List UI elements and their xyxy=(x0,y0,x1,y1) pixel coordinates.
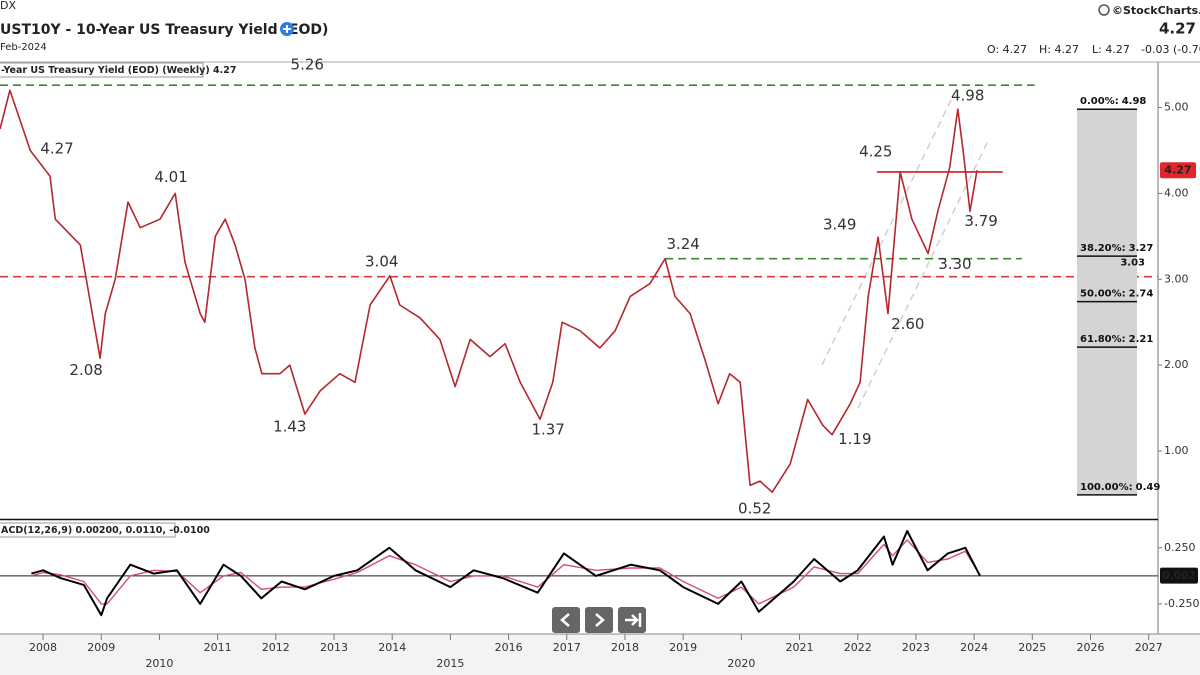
chart-title: UST10Y - 10-Year US Treasury Yield (EOD) xyxy=(0,22,328,38)
annotation: 3.24 xyxy=(666,235,699,253)
fib-percent: 50.00%: xyxy=(1080,289,1126,300)
fib-label: 61.80%: 2.21 xyxy=(1080,334,1153,345)
x-tick-label: 2014 xyxy=(378,641,406,654)
annotation: 5.26 xyxy=(291,56,324,74)
price-plot xyxy=(0,84,1158,496)
nav-next[interactable] xyxy=(585,607,613,633)
x-tick-label: 2015 xyxy=(436,657,464,670)
x-tick-label: 2018 xyxy=(611,641,639,654)
last-value-box xyxy=(1160,567,1198,584)
channel-line xyxy=(857,142,988,409)
macd-plot xyxy=(0,530,1158,617)
price-legend: -Year US Treasury Yield (EOD) (Weekly) 4… xyxy=(1,65,236,76)
x-tick-label: 2008 xyxy=(29,641,57,654)
x-tick-label: 2017 xyxy=(553,641,581,654)
reference-label: 3.03 xyxy=(1120,258,1145,269)
price-legend-box xyxy=(0,62,204,78)
fib-label: 100.00%: 0.49 xyxy=(1080,482,1160,493)
fib-percent: 100.00%: xyxy=(1080,482,1133,493)
ohlc-high: H: 4.27 xyxy=(1039,43,1079,56)
macd-legend: ACD(12,26,9) 0.00200, 0.0110, -0.0100 xyxy=(1,525,210,536)
annotation: 4.01 xyxy=(154,168,187,186)
x-tick-label: 2019 xyxy=(669,641,697,654)
last-value-label: 4.27 xyxy=(1164,164,1191,177)
x-tick-label: 2021 xyxy=(786,641,814,654)
y-tick-label: 0.250 xyxy=(1164,541,1196,554)
nav-end-icon xyxy=(625,613,642,627)
fib-value: 2.21 xyxy=(1129,334,1154,345)
x-tick-label: 2026 xyxy=(1076,641,1104,654)
y-tick-label: 1.00 xyxy=(1164,444,1189,457)
x-tick-label: 2010 xyxy=(145,657,173,670)
fib-percent: 61.80%: xyxy=(1080,334,1126,345)
annotation: 4.98 xyxy=(951,87,984,105)
nav-next-icon xyxy=(595,613,605,627)
ohlc-open: O: 4.27 xyxy=(987,43,1027,56)
ohlc-low: L: 4.27 xyxy=(1092,43,1130,56)
fib-label: 38.20%: 3.27 xyxy=(1080,243,1153,254)
annotation: 3.49 xyxy=(823,216,856,234)
header-bg xyxy=(0,0,1200,62)
brand: ©StockCharts.co xyxy=(1112,4,1200,17)
y-tick-label: 4.00 xyxy=(1164,186,1189,199)
annotation: 4.25 xyxy=(859,142,892,160)
x-axis-bg xyxy=(0,634,1200,675)
x-tick-label: 2012 xyxy=(262,641,290,654)
brand-logo xyxy=(1098,4,1110,16)
y-tick-label: -0.250 xyxy=(1164,597,1199,610)
last-price: 4.27 xyxy=(1159,20,1196,38)
fib-value: 3.27 xyxy=(1129,243,1154,254)
channel-line xyxy=(821,91,956,366)
annotation: 1.19 xyxy=(838,430,871,448)
chart-date: Feb-2024 xyxy=(0,42,47,53)
annotation: 3.04 xyxy=(365,252,398,270)
last-value-box xyxy=(1160,162,1196,179)
annotation: 1.37 xyxy=(531,421,564,439)
data-line xyxy=(31,539,981,605)
x-tick-label: 2020 xyxy=(727,657,755,670)
last-value-label: 0.002 xyxy=(1162,570,1195,582)
ticker-top: DX xyxy=(0,0,16,12)
annotation: 4.27 xyxy=(40,140,73,158)
x-tick-label: 2022 xyxy=(844,641,872,654)
x-tick-label: 2011 xyxy=(204,641,232,654)
nav-buttons xyxy=(552,607,646,633)
fib-value: 2.74 xyxy=(1129,289,1154,300)
fib-value: 0.49 xyxy=(1136,482,1161,493)
annotation: 3.30 xyxy=(938,255,971,273)
data-line xyxy=(0,89,978,493)
x-tick-label: 2027 xyxy=(1135,641,1163,654)
fib-label: 50.00%: 2.74 xyxy=(1080,289,1153,300)
x-tick-label: 2024 xyxy=(960,641,988,654)
nav-prev-icon xyxy=(560,613,570,627)
annotation: 1.43 xyxy=(273,418,306,436)
add-icon-plus xyxy=(283,25,291,33)
fib-percent: 0.00%: xyxy=(1080,96,1119,107)
price-change: -0.03 (-0.70 xyxy=(1141,43,1200,56)
x-tick-label: 2013 xyxy=(320,641,348,654)
y-tick-label: 2.00 xyxy=(1164,358,1189,371)
fib-label: 0.00%: 4.98 xyxy=(1080,96,1146,107)
x-tick-label: 2016 xyxy=(495,641,523,654)
x-tick-label: 2023 xyxy=(902,641,930,654)
data-line xyxy=(31,530,981,617)
x-tick-label: 2025 xyxy=(1018,641,1046,654)
x-tick-label: 2009 xyxy=(87,641,115,654)
fib-percent: 38.20%: xyxy=(1080,243,1126,254)
nav-prev[interactable] xyxy=(552,607,580,633)
annotation: 2.60 xyxy=(891,315,924,333)
annotation: 3.79 xyxy=(964,212,997,230)
annotation: 2.08 xyxy=(69,361,102,379)
fib-value: 4.98 xyxy=(1122,96,1147,107)
y-tick-label: 5.00 xyxy=(1164,101,1189,114)
annotation: 0.52 xyxy=(738,500,771,518)
macd-legend-box xyxy=(0,522,176,538)
y-tick-label: 3.00 xyxy=(1164,272,1189,285)
